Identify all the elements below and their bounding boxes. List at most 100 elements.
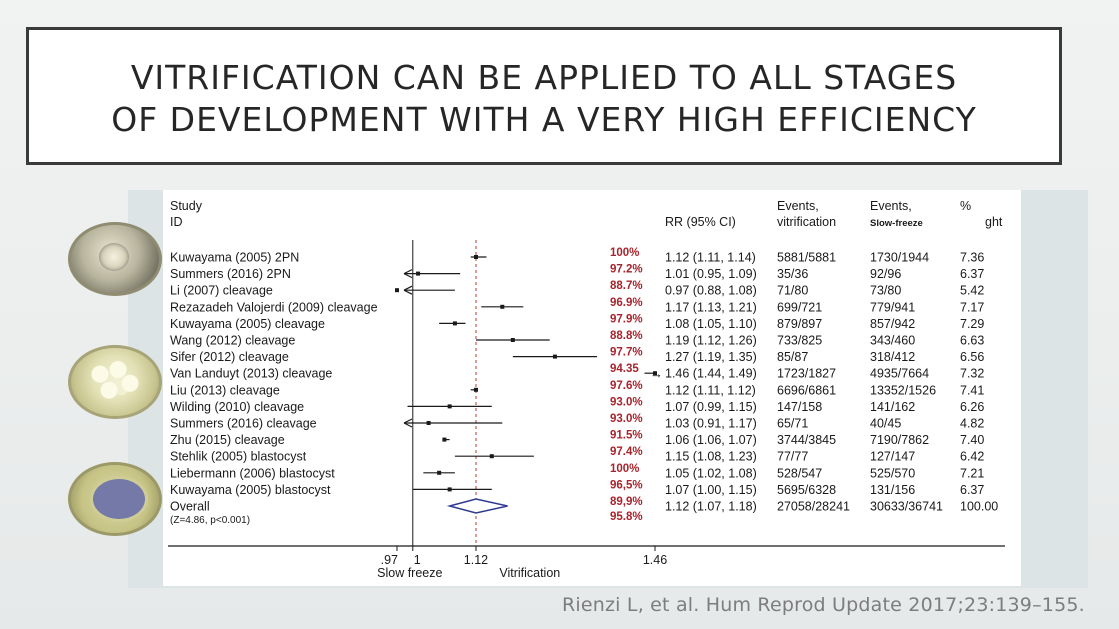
survival-percentage: 96,5% [610,479,643,491]
survival-percentage: 97.2% [610,264,643,276]
weight-value: 6.42 [960,450,984,464]
point-estimate [473,387,478,392]
study-label: Kuwayama (2005) cleavage [170,317,325,331]
citation: Rienzi L, et al. Hum Reprod Update 2017;… [562,594,1085,616]
events-slow-freeze: 4935/7664 [870,367,929,381]
survival-percentage: 100% [610,463,639,475]
rr-ci-value: 1.12 (1.11, 1.12) [665,383,756,397]
weight-value: 5.42 [960,284,984,298]
study-label: Zhu (2015) cleavage [170,433,285,447]
overall-rr-ci: 1.12 (1.07, 1.18) [665,500,757,514]
blastocyst-image [68,462,162,536]
point-estimate [437,470,442,475]
slide-title-line-1: VITRIFICATION CAN BE APPLIED TO ALL STAG… [130,58,958,97]
events-vitrification: 85/87 [777,350,808,364]
rr-ci-value: 1.01 (0.95, 1.09) [665,267,757,281]
point-estimate [416,271,421,276]
weight-value: 7.41 [960,383,984,397]
rr-ci-value: 1.19 (1.12, 1.26) [665,334,757,348]
ci-arrow-left [403,418,413,428]
header-events-slow-freeze-2: Slow-freeze [870,218,923,229]
survival-percentage: 96.9% [610,297,643,309]
survival-percentage: 91.5% [610,430,643,442]
rr-ci-value: 1.12 (1.11, 1.14) [665,251,756,265]
events-slow-freeze: 857/942 [870,317,915,331]
weight-value: 4.82 [960,417,984,431]
point-estimate [426,421,431,425]
events-vitrification: 733/825 [777,334,822,348]
survival-percentage: 97.9% [610,313,643,325]
events-slow-freeze: 318/412 [870,350,915,364]
study-label: Stehlik (2005) blastocyst [170,450,307,464]
x-axis-tick-label: 1.46 [643,553,667,567]
events-slow-freeze: 92/96 [870,267,901,281]
events-slow-freeze: 73/80 [870,284,901,298]
ci-arrow-left [403,285,413,295]
rr-ci-value: 1.07 (1.00, 1.15) [665,483,757,497]
header-events-slow-freeze-1: Events, [870,199,912,213]
title-box: VITRIFICATION CAN BE APPLIED TO ALL STAG… [26,27,1062,165]
events-slow-freeze: 127/147 [870,450,915,464]
study-label: Sifer (2012) cleavage [170,350,289,364]
events-vitrification: 147/158 [777,400,822,414]
events-vitrification: 699/721 [777,300,822,314]
point-estimate [447,404,452,409]
header-rr: RR (95% CI) [665,215,736,229]
weight-value: 7.40 [960,433,984,447]
survival-percentage: 88.8% [610,330,643,342]
header-events-vitrification-2: vitrification [777,215,836,229]
weight-value: 7.32 [960,367,984,381]
events-vitrification: 65/71 [777,417,808,431]
point-estimate [510,338,515,342]
overall-events-vitrification: 27058/28241 [777,500,850,514]
study-label: Wang (2012) cleavage [170,334,295,348]
header-events-vitrification-1: Events, [777,199,819,213]
overall-events-slow-freeze: 30633/36741 [870,500,943,514]
x-axis-left-label: Slow freeze [377,566,442,580]
weight-value: 7.29 [960,317,984,331]
events-slow-freeze: 141/162 [870,400,915,414]
weight-value: 6.63 [960,334,984,348]
cleavage-embryo-image [68,345,162,419]
overall-statistic: (Z=4.86, p<0.001) [170,515,250,526]
study-label: Liu (2013) cleavage [170,383,280,397]
rr-ci-value: 1.17 (1.13, 1.21) [665,300,757,314]
weight-value: 6.56 [960,350,984,364]
survival-percentage: 97.4% [610,446,643,458]
study-label: Kuwayama (2005) 2PN [170,251,299,265]
point-estimate [447,487,452,492]
rr-ci-value: 1.46 (1.44, 1.49) [665,367,757,381]
point-estimate [442,437,447,442]
weight-value: 7.21 [960,466,984,480]
events-slow-freeze: 131/156 [870,483,915,497]
weight-value: 6.26 [960,400,984,414]
forest-plot: Study ID RR (95% CI) Events, vitrification Ev… [168,199,1005,580]
point-estimate [653,371,657,376]
weight-value: 6.37 [960,267,984,281]
header-weight-1: % [960,199,971,213]
study-label: Li (2007) cleavage [170,284,273,298]
overall-percentage-1: 89,9% [610,496,643,508]
point-estimate [395,288,399,293]
survival-percentage: 93.0% [610,396,643,408]
rr-ci-value: 1.15 (1.08, 1.23) [665,450,757,464]
header-weight-2: ght [985,215,1003,229]
point-estimate [500,304,505,309]
study-label: Rezazadeh Valojerdi (2009) cleavage [170,300,378,314]
events-vitrification: 5881/5881 [777,251,836,265]
overall-weight: 100.00 [960,500,998,514]
header-id: ID [170,215,183,229]
zygote-2pn-image [68,222,162,296]
rr-ci-value: 1.05 (1.02, 1.08) [665,466,757,480]
weight-value: 7.36 [960,251,984,265]
events-vitrification: 71/80 [777,284,808,298]
study-label: Kuwayama (2005) blastocyst [170,483,331,497]
events-vitrification: 528/547 [777,466,822,480]
ci-arrow-left [403,269,413,279]
survival-percentage: 100% [610,247,639,259]
events-vitrification: 35/36 [777,267,808,281]
study-label: Summers (2016) cleavage [170,417,317,431]
survival-percentage: 88.7% [610,280,643,292]
events-slow-freeze: 525/570 [870,466,915,480]
arrow-right-icon: → [650,366,663,381]
